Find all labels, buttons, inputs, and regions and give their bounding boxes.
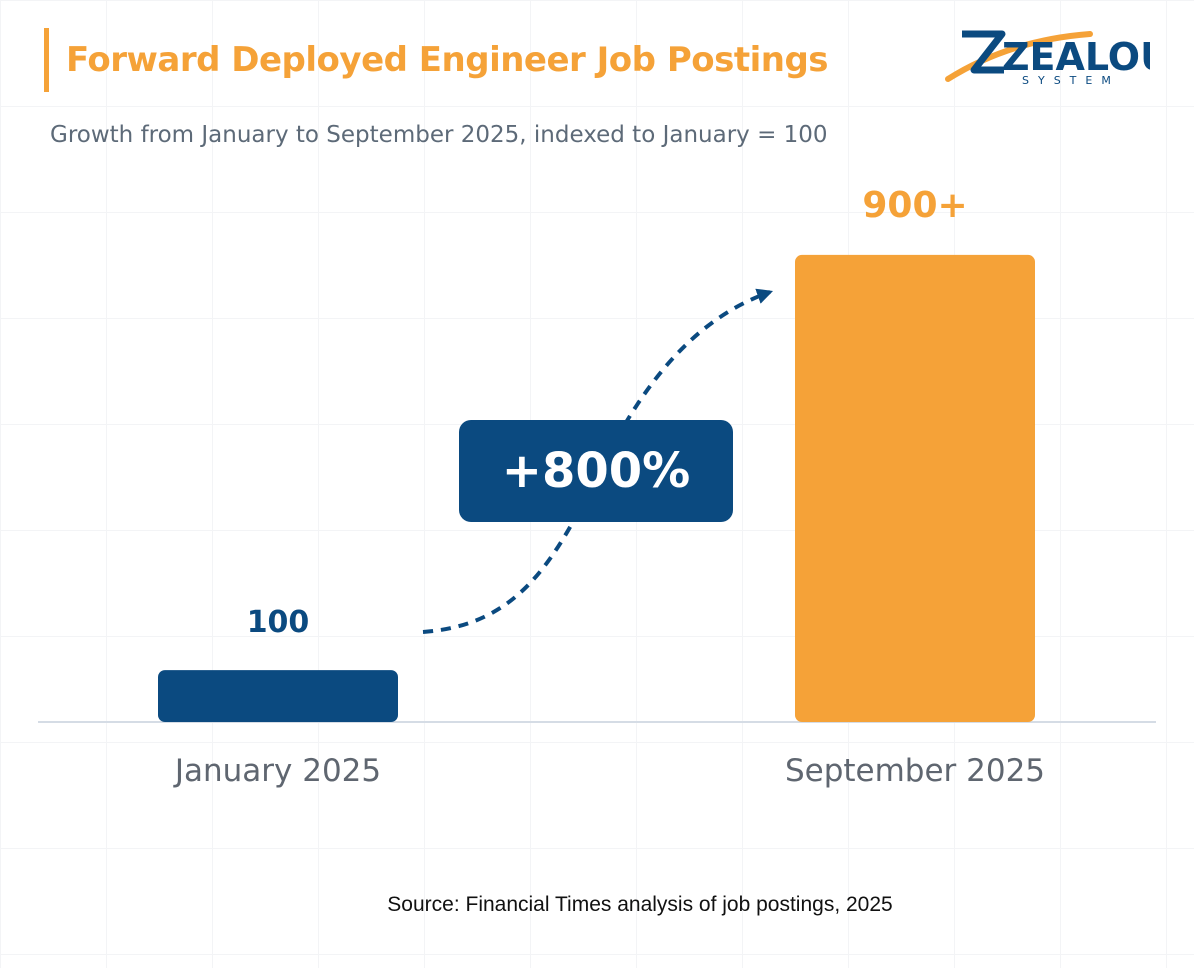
logo-wordmark: ZEALOUS xyxy=(1002,35,1150,79)
growth-badge-label: +800% xyxy=(501,443,691,499)
chart-title: Forward Deployed Engineer Job Postings xyxy=(66,40,829,80)
zealous-logo: ZEALOUS SYSTEM xyxy=(945,30,1150,87)
growth-badge: +800% xyxy=(459,420,733,522)
data-label-1: 100 xyxy=(247,605,310,640)
category-label-1: January 2025 xyxy=(173,753,381,789)
chart-subtitle: Growth from January to September 2025, i… xyxy=(50,122,828,148)
bar-1 xyxy=(158,670,398,722)
data-label-2: 900+ xyxy=(862,185,967,226)
category-label-2: September 2025 xyxy=(785,753,1045,789)
title-accent-bar xyxy=(44,28,49,92)
logo-tagline: SYSTEM xyxy=(1022,74,1120,87)
source-note: Source: Financial Times analysis of job … xyxy=(387,893,893,916)
bar-2 xyxy=(795,254,1035,722)
